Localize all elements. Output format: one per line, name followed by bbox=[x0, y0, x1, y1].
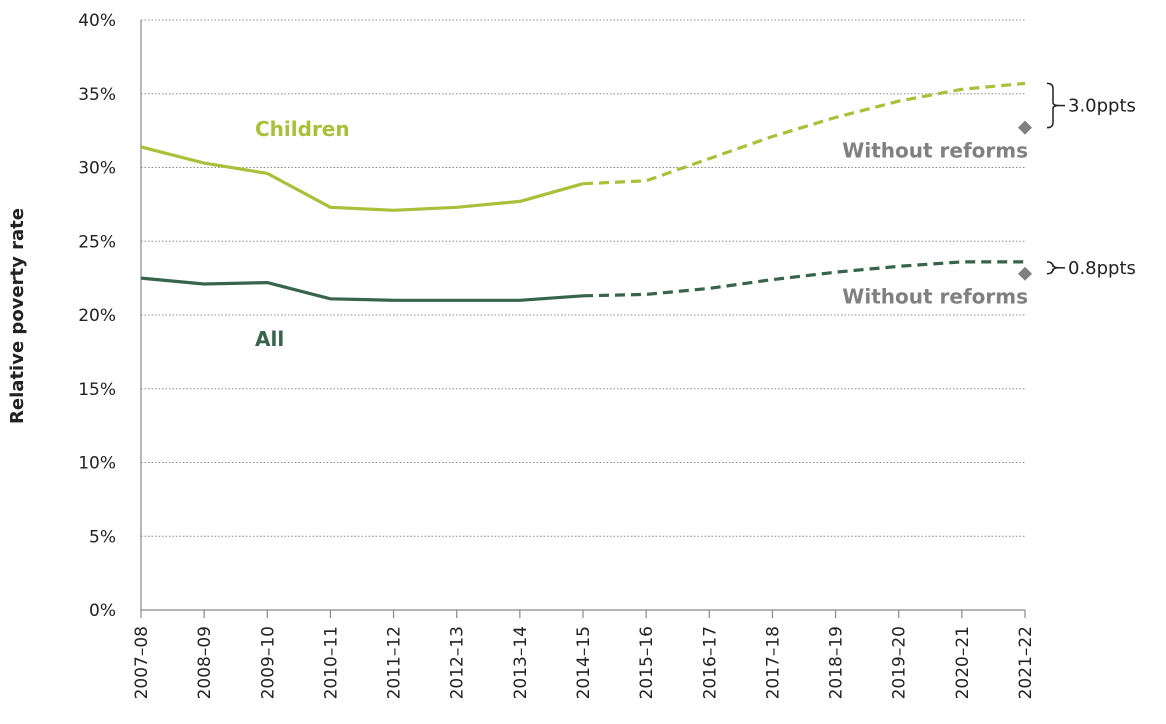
x-tick-label: 2020–21 bbox=[953, 626, 973, 699]
series-line-children-actual bbox=[140, 145, 584, 212]
y-axis-title: Relative poverty rate bbox=[7, 208, 28, 424]
x-tick-label: 2012–13 bbox=[448, 626, 468, 699]
series-line-all-projected bbox=[582, 260, 1025, 298]
series-line-all-actual bbox=[140, 276, 584, 302]
without-reforms-label: Without reforms bbox=[842, 139, 1028, 163]
x-axis-ticks: 2007–08 2008–09 2009–10 2010–11 2011–12 2012–… bbox=[132, 610, 1036, 699]
gap-label: 0.8ppts bbox=[1068, 258, 1136, 279]
x-tick-label: 2015–16 bbox=[637, 626, 657, 699]
y-tick-label: 10% bbox=[78, 454, 116, 474]
y-tick-label: 25% bbox=[78, 232, 116, 252]
series-lines bbox=[140, 81, 1026, 302]
series-label-all: All bbox=[255, 327, 284, 351]
without-reforms-marker bbox=[1018, 120, 1032, 135]
x-tick-label: 2007–08 bbox=[132, 626, 152, 699]
gridlines bbox=[140, 19, 1025, 611]
gap-brace bbox=[1046, 82, 1060, 129]
y-tick-label: 0% bbox=[89, 601, 116, 621]
x-tick-label: 2017–18 bbox=[763, 626, 783, 699]
y-tick-label: 40% bbox=[78, 11, 116, 31]
x-tick-label: 2018–19 bbox=[827, 626, 847, 699]
x-tick-label: 2010–11 bbox=[321, 626, 341, 699]
y-tick-label: 5% bbox=[89, 527, 116, 547]
y-tick-label: 20% bbox=[78, 306, 116, 326]
without-reforms-marker bbox=[1018, 266, 1032, 281]
x-tick-label: 2008–09 bbox=[195, 626, 215, 699]
y-axis-ticks: 0% 5% 10% 15% 20% 25% 30% 35% 40% bbox=[78, 11, 116, 621]
gap-brace bbox=[1046, 261, 1060, 275]
x-tick-label: 2011–12 bbox=[385, 626, 405, 699]
y-tick-label: 30% bbox=[78, 159, 116, 179]
x-tick-label: 2014–15 bbox=[574, 626, 594, 699]
without-reforms-label: Without reforms bbox=[842, 285, 1028, 309]
x-tick-label: 2009–10 bbox=[258, 626, 278, 699]
series-line-children-projected bbox=[582, 81, 1026, 186]
x-tick-label: 2019–20 bbox=[890, 626, 910, 699]
series-label-children: Children bbox=[255, 117, 350, 141]
gap-label: 3.0ppts bbox=[1068, 96, 1136, 117]
y-tick-label: 35% bbox=[78, 85, 116, 105]
annotations: Children Without reforms 3.0ppts All Without… bbox=[255, 82, 1136, 351]
x-tick-label: 2016–17 bbox=[700, 626, 720, 699]
y-tick-label: 15% bbox=[78, 380, 116, 400]
x-tick-label: 2021–22 bbox=[1016, 626, 1036, 699]
x-tick-label: 2013–14 bbox=[511, 626, 531, 699]
